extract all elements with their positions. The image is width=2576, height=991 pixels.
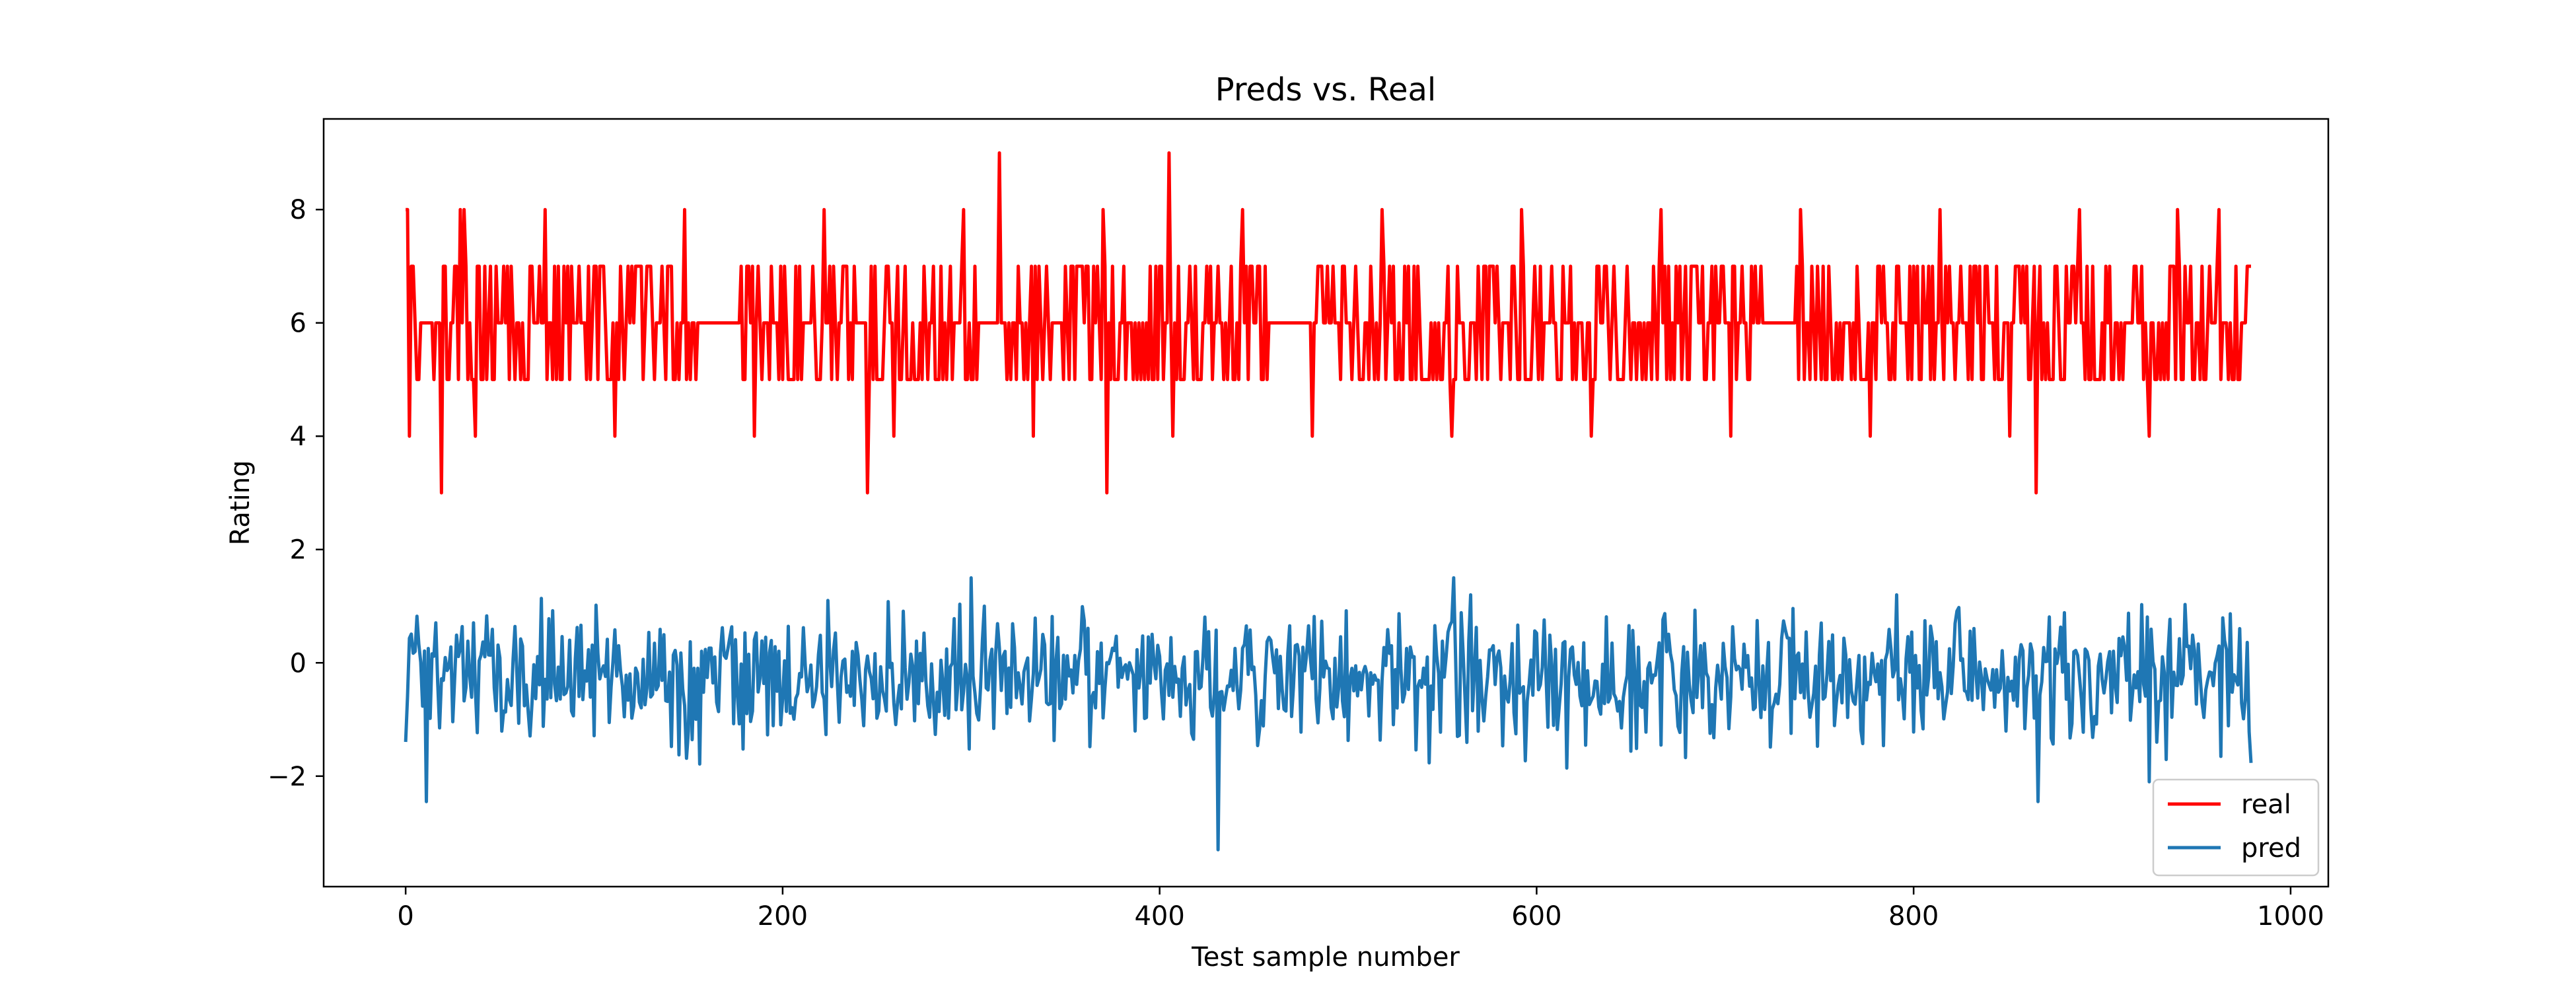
y-tick-label: 2	[290, 535, 306, 566]
y-tick-label: 6	[290, 309, 306, 339]
plot-background	[324, 119, 2328, 887]
plot-frame	[322, 118, 2330, 888]
y-tick-label: −2	[268, 762, 306, 792]
x-axis-label: Test sample number	[1191, 942, 1460, 973]
legend-label-pred: pred	[2241, 833, 2301, 863]
y-axis-label: Rating	[225, 460, 256, 546]
y-tick-label: 8	[290, 195, 306, 225]
x-tick-label: 1000	[2257, 901, 2324, 932]
series-layer	[404, 151, 2253, 852]
x-tick-label: 200	[758, 901, 808, 932]
x-axis: 0 200 400 600 800 1000	[397, 887, 2324, 932]
series-line-real	[406, 151, 2251, 495]
x-tick-label: 800	[1888, 901, 1939, 932]
y-tick-label: 0	[290, 648, 306, 679]
x-tick-label: 600	[1511, 901, 1561, 932]
x-tick-label: 400	[1134, 901, 1184, 932]
series-line-pred	[404, 576, 2253, 852]
legend: real pred	[2152, 778, 2320, 877]
chart-title: Preds vs. Real	[1215, 71, 1436, 108]
plot-area	[322, 118, 2330, 888]
y-tick-label: 4	[290, 422, 306, 452]
x-tick-label: 0	[397, 901, 413, 932]
legend-label-real: real	[2241, 789, 2291, 820]
y-axis: −2 0 2 4 6 8	[268, 195, 324, 792]
